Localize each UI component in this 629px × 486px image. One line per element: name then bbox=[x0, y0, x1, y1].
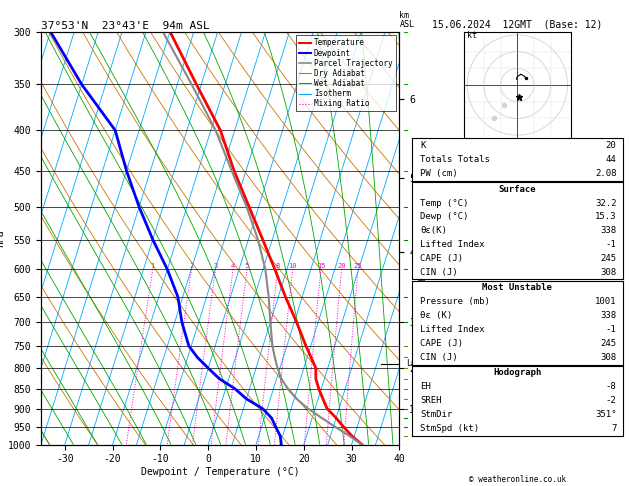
Text: LCL: LCL bbox=[406, 359, 421, 368]
Text: Hodograph: Hodograph bbox=[493, 368, 542, 378]
Text: Temp (°C): Temp (°C) bbox=[420, 199, 469, 208]
Text: 338: 338 bbox=[600, 226, 616, 235]
Text: -2: -2 bbox=[606, 397, 616, 405]
Text: 245: 245 bbox=[600, 339, 616, 348]
Text: StmDir: StmDir bbox=[420, 411, 453, 419]
Text: CAPE (J): CAPE (J) bbox=[420, 254, 464, 263]
Text: θε (K): θε (K) bbox=[420, 311, 453, 320]
Text: PW (cm): PW (cm) bbox=[420, 169, 458, 178]
Text: Surface: Surface bbox=[499, 185, 536, 194]
Text: 20: 20 bbox=[337, 263, 346, 269]
Text: 25: 25 bbox=[353, 263, 362, 269]
Text: 15.06.2024  12GMT  (Base: 12): 15.06.2024 12GMT (Base: 12) bbox=[432, 19, 603, 29]
Text: -8: -8 bbox=[606, 382, 616, 391]
Text: 4: 4 bbox=[231, 263, 235, 269]
Text: Pressure (mb): Pressure (mb) bbox=[420, 297, 490, 306]
Text: 7: 7 bbox=[611, 424, 616, 434]
Text: StmSpd (kt): StmSpd (kt) bbox=[420, 424, 479, 434]
Y-axis label: hPa: hPa bbox=[0, 229, 5, 247]
Text: SREH: SREH bbox=[420, 397, 442, 405]
Text: © weatheronline.co.uk: © weatheronline.co.uk bbox=[469, 474, 566, 484]
Text: 308: 308 bbox=[600, 353, 616, 362]
Text: 245: 245 bbox=[600, 254, 616, 263]
Text: 32.2: 32.2 bbox=[595, 199, 616, 208]
Text: 37°53'N  23°43'E  94m ASL: 37°53'N 23°43'E 94m ASL bbox=[41, 21, 209, 31]
Text: 351°: 351° bbox=[595, 411, 616, 419]
Text: 338: 338 bbox=[600, 311, 616, 320]
Text: 2.08: 2.08 bbox=[595, 169, 616, 178]
Text: EH: EH bbox=[420, 382, 431, 391]
Text: 15.3: 15.3 bbox=[595, 212, 616, 222]
Text: 1: 1 bbox=[150, 263, 155, 269]
Text: 308: 308 bbox=[600, 268, 616, 277]
Text: 1001: 1001 bbox=[595, 297, 616, 306]
Text: 3: 3 bbox=[213, 263, 218, 269]
Text: 8: 8 bbox=[276, 263, 280, 269]
Text: km
ASL: km ASL bbox=[399, 11, 415, 29]
Y-axis label: Mixing Ratio (g/kg): Mixing Ratio (g/kg) bbox=[417, 191, 426, 286]
Text: Lifted Index: Lifted Index bbox=[420, 325, 485, 334]
Text: -1: -1 bbox=[606, 325, 616, 334]
Text: 10: 10 bbox=[289, 263, 297, 269]
Text: K: K bbox=[420, 140, 426, 150]
Text: 15: 15 bbox=[316, 263, 325, 269]
Text: CIN (J): CIN (J) bbox=[420, 353, 458, 362]
Text: CAPE (J): CAPE (J) bbox=[420, 339, 464, 348]
Text: Dewp (°C): Dewp (°C) bbox=[420, 212, 469, 222]
Text: θε(K): θε(K) bbox=[420, 226, 447, 235]
Text: Most Unstable: Most Unstable bbox=[482, 283, 552, 293]
Text: kt: kt bbox=[467, 31, 477, 40]
Text: 20: 20 bbox=[606, 140, 616, 150]
Text: 44: 44 bbox=[606, 155, 616, 164]
Text: 5: 5 bbox=[245, 263, 249, 269]
Legend: Temperature, Dewpoint, Parcel Trajectory, Dry Adiabat, Wet Adiabat, Isotherm, Mi: Temperature, Dewpoint, Parcel Trajectory… bbox=[296, 35, 396, 111]
Text: CIN (J): CIN (J) bbox=[420, 268, 458, 277]
Text: Lifted Index: Lifted Index bbox=[420, 240, 485, 249]
Text: Totals Totals: Totals Totals bbox=[420, 155, 490, 164]
Text: -1: -1 bbox=[606, 240, 616, 249]
Text: 2: 2 bbox=[189, 263, 194, 269]
X-axis label: Dewpoint / Temperature (°C): Dewpoint / Temperature (°C) bbox=[141, 467, 299, 477]
